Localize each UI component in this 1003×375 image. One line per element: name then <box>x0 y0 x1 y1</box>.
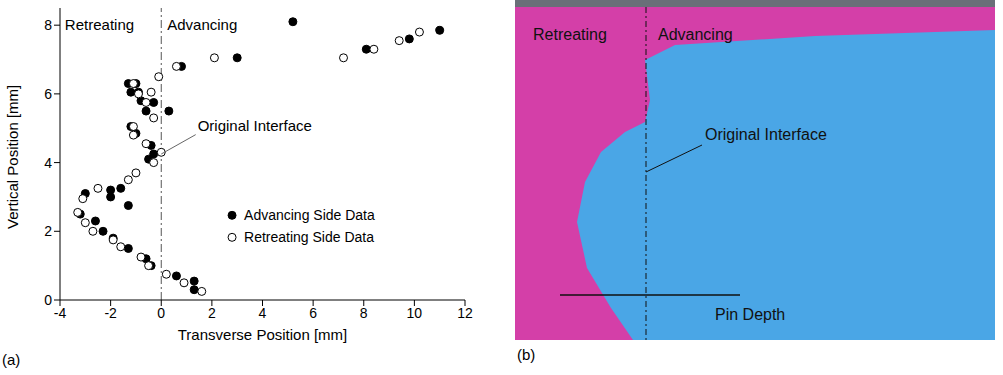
html-text:(b): (b) <box>517 346 536 363</box>
svg-text:Retreating Side Data: Retreating Side Data <box>244 229 374 245</box>
svg-text:Transverse Position [mm]: Transverse Position [mm] <box>178 326 348 343</box>
svg-text:Original Interface: Original Interface <box>198 117 312 134</box>
svg-text:4: 4 <box>259 305 267 321</box>
svg-text:Retreating: Retreating <box>533 26 607 43</box>
svg-text:4: 4 <box>44 155 52 171</box>
html-text:(a): (a) <box>2 351 21 368</box>
svg-text:Retreating: Retreating <box>65 16 134 33</box>
svg-text:Advancing Side Data: Advancing Side Data <box>244 207 375 223</box>
svg-text:12: 12 <box>457 305 473 321</box>
svg-text:10: 10 <box>407 305 423 321</box>
svg-text:2: 2 <box>44 223 52 239</box>
svg-text:6: 6 <box>309 305 317 321</box>
svg-text:0: 0 <box>157 305 165 321</box>
svg-text:8: 8 <box>44 17 52 33</box>
svg-text:Advancing: Advancing <box>658 26 733 43</box>
svg-text:2: 2 <box>208 305 216 321</box>
svg-text:Original Interface: Original Interface <box>705 126 827 143</box>
svg-text:Vertical Position [mm]: Vertical Position [mm] <box>4 85 21 229</box>
svg-text:Advancing: Advancing <box>167 16 237 33</box>
svg-text:-4: -4 <box>54 305 67 321</box>
svg-text:-2: -2 <box>104 305 117 321</box>
svg-text:Pin Depth: Pin Depth <box>715 306 785 323</box>
svg-text:6: 6 <box>44 86 52 102</box>
svg-text:8: 8 <box>360 305 368 321</box>
svg-text:0: 0 <box>44 292 52 308</box>
